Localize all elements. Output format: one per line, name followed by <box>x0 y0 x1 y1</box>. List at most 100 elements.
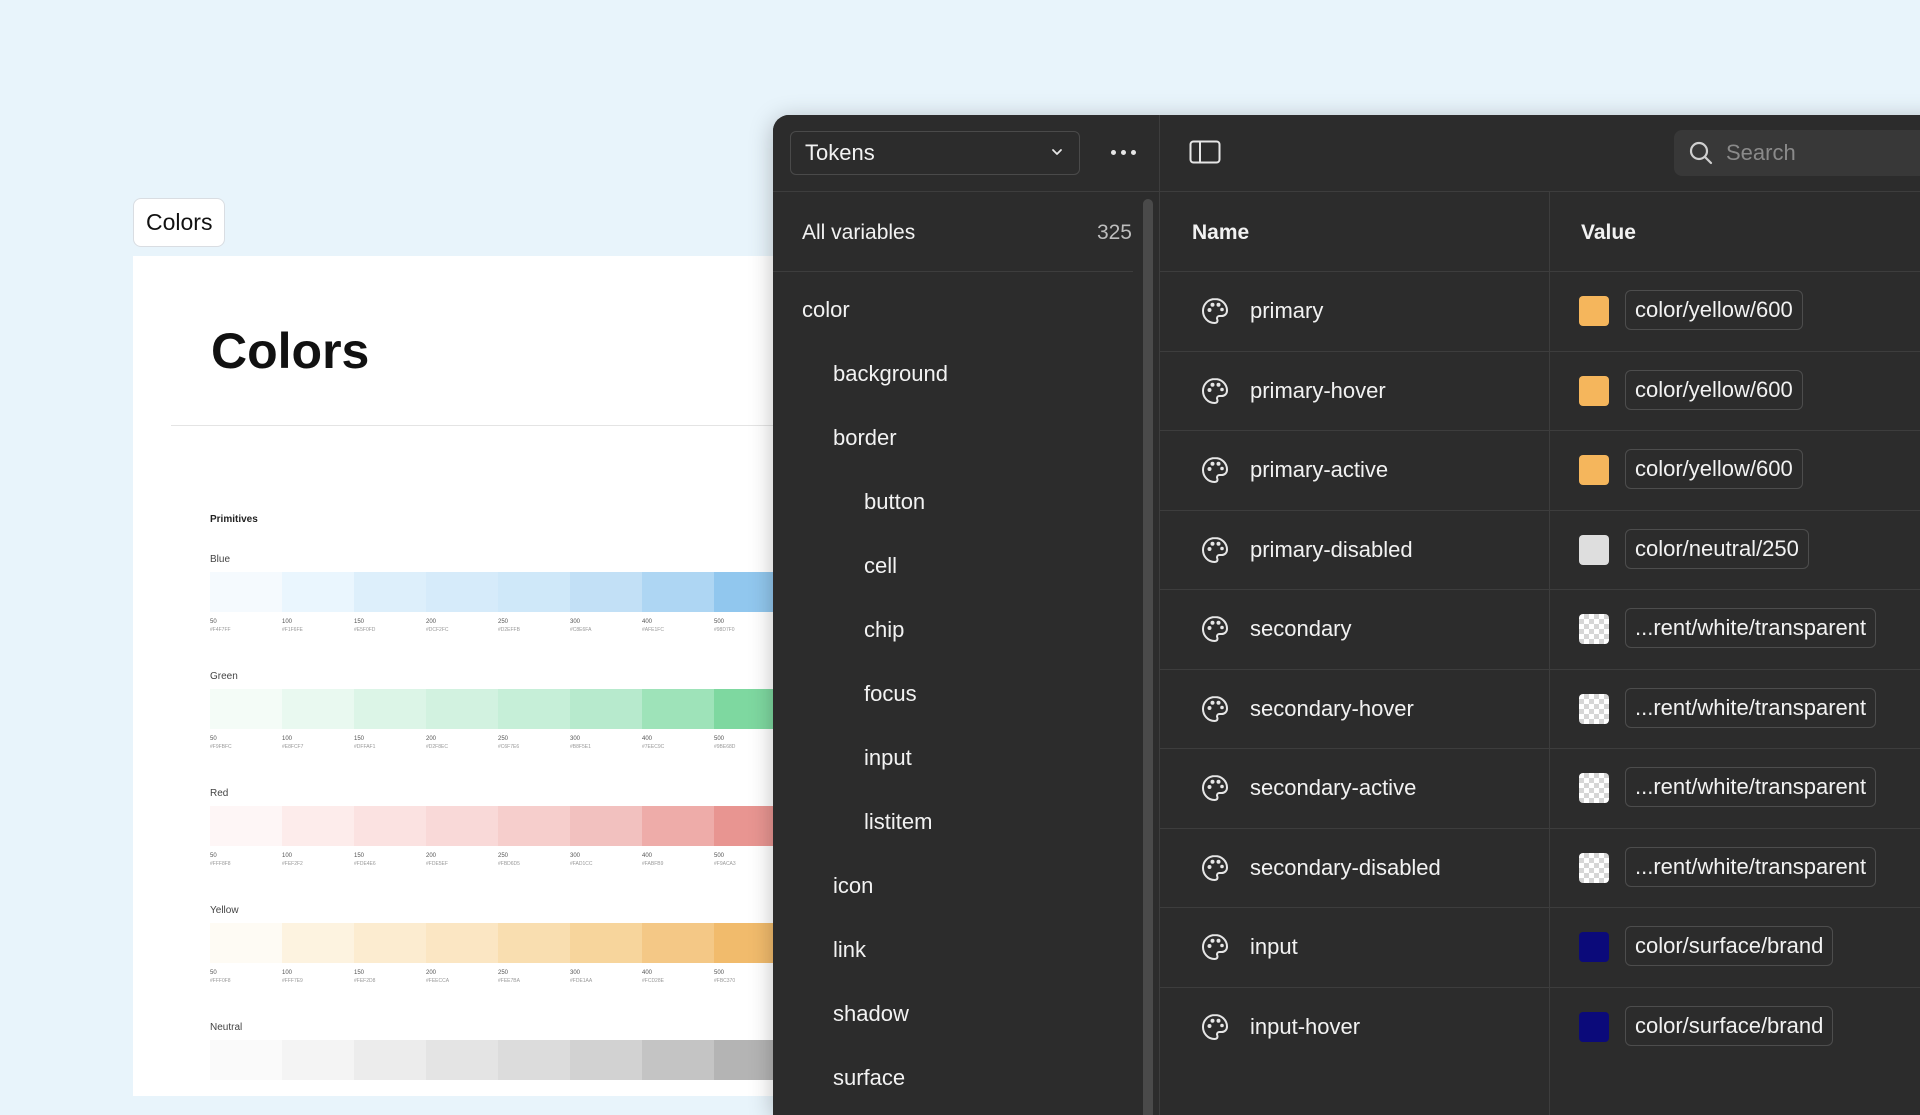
group-item-color[interactable]: color <box>802 297 850 322</box>
color-swatch[interactable] <box>498 1040 570 1080</box>
color-swatch[interactable] <box>498 806 570 846</box>
more-options-button[interactable] <box>1103 137 1143 167</box>
group-item-icon[interactable]: icon <box>833 873 874 898</box>
color-swatch[interactable] <box>1579 773 1609 803</box>
collection-select[interactable]: Tokens <box>790 131 1080 175</box>
color-swatch[interactable] <box>570 689 642 729</box>
variable-alias-chip[interactable]: color/yellow/600 <box>1625 369 1803 410</box>
color-swatch[interactable] <box>426 689 498 729</box>
variable-alias-chip[interactable]: ...rent/white/transparent <box>1625 767 1877 807</box>
variable-row[interactable]: input-hover color/surface/brand <box>1160 986 1920 1066</box>
color-swatch[interactable] <box>1579 375 1609 406</box>
color-swatch[interactable] <box>282 806 354 846</box>
color-swatch[interactable] <box>642 572 714 612</box>
value-column-header[interactable]: Value <box>1581 221 1636 244</box>
variable-name[interactable]: input-hover <box>1250 1013 1361 1039</box>
variable-alias-chip[interactable]: ...rent/white/transparent <box>1625 846 1877 887</box>
color-swatch[interactable] <box>642 689 714 729</box>
column-divider[interactable] <box>1549 191 1550 1115</box>
color-swatch[interactable] <box>282 923 354 963</box>
group-item-background[interactable]: background <box>833 361 948 386</box>
color-swatch[interactable] <box>282 1040 354 1080</box>
variable-name[interactable]: primary-hover <box>1250 377 1386 403</box>
variable-row[interactable]: primary color/yellow/600 <box>1160 271 1920 350</box>
color-swatch[interactable] <box>426 1040 498 1080</box>
color-swatch[interactable] <box>1579 1011 1609 1042</box>
frame-label[interactable]: Colors <box>133 198 226 247</box>
variable-row[interactable]: primary-disabled color/neutral/250 <box>1160 509 1920 589</box>
group-item-button[interactable]: button <box>864 489 926 514</box>
color-swatch[interactable] <box>570 1040 642 1080</box>
color-swatch[interactable] <box>210 806 282 846</box>
variable-row[interactable]: secondary ...rent/white/transparent <box>1160 589 1920 668</box>
variable-alias-chip[interactable]: color/yellow/600 <box>1625 449 1803 489</box>
search-input[interactable] <box>1724 139 1920 167</box>
color-swatch[interactable] <box>1579 693 1609 724</box>
variable-name[interactable]: primary <box>1250 298 1324 323</box>
color-swatch[interactable] <box>426 806 498 846</box>
variable-name[interactable]: secondary-hover <box>1250 695 1414 721</box>
variable-alias-chip[interactable]: color/neutral/250 <box>1625 528 1809 569</box>
color-swatch[interactable] <box>210 1040 282 1080</box>
sidebar-scrollbar[interactable] <box>1143 199 1153 1115</box>
color-swatch[interactable] <box>354 806 426 846</box>
color-swatch[interactable] <box>210 572 282 612</box>
row-divider <box>1160 986 1920 988</box>
variable-row[interactable]: secondary-hover ...rent/white/transparent <box>1160 668 1920 748</box>
color-swatch[interactable] <box>498 572 570 612</box>
variable-row[interactable]: input color/surface/brand <box>1160 907 1920 986</box>
group-item-chip[interactable]: chip <box>864 617 905 642</box>
color-swatch[interactable] <box>570 923 642 963</box>
color-swatch[interactable] <box>1579 534 1609 565</box>
color-swatch[interactable] <box>498 923 570 963</box>
variable-alias-chip[interactable]: ...rent/white/transparent <box>1625 687 1877 728</box>
group-item-cell[interactable]: cell <box>864 553 898 578</box>
name-column-header[interactable]: Name <box>1192 221 1250 244</box>
group-item-shadow[interactable]: shadow <box>833 1001 909 1026</box>
variable-alias-chip[interactable]: color/yellow/600 <box>1625 290 1803 330</box>
color-swatch[interactable] <box>282 572 354 612</box>
color-swatch[interactable] <box>210 689 282 729</box>
group-item-link[interactable]: link <box>833 937 867 962</box>
variable-row[interactable]: secondary-disabled ...rent/white/transpar… <box>1160 827 1920 907</box>
color-swatch[interactable] <box>1579 296 1609 326</box>
color-swatch[interactable] <box>1579 614 1609 644</box>
variable-name[interactable]: secondary-active <box>1250 775 1417 800</box>
color-swatch[interactable] <box>354 689 426 729</box>
color-swatch[interactable] <box>354 1040 426 1080</box>
color-swatch[interactable] <box>354 923 426 963</box>
color-swatch[interactable] <box>642 923 714 963</box>
search-box[interactable] <box>1674 130 1920 176</box>
variable-name[interactable]: input <box>1250 934 1298 959</box>
group-item-focus[interactable]: focus <box>864 681 917 706</box>
color-swatch[interactable] <box>1579 852 1609 883</box>
color-swatch[interactable] <box>570 572 642 612</box>
group-item-listitem[interactable]: listitem <box>864 809 933 834</box>
color-swatch[interactable] <box>1579 455 1609 485</box>
all-variables-item[interactable]: All variables 325 <box>802 221 1132 245</box>
color-swatch[interactable] <box>642 1040 714 1080</box>
variable-name[interactable]: primary-disabled <box>1250 536 1413 562</box>
color-swatch[interactable] <box>498 689 570 729</box>
color-swatch[interactable] <box>426 923 498 963</box>
group-item-border[interactable]: border <box>833 425 897 450</box>
variable-alias-chip[interactable]: color/surface/brand <box>1625 926 1834 966</box>
group-item-input[interactable]: input <box>864 745 912 770</box>
color-swatch[interactable] <box>642 806 714 846</box>
variable-row[interactable]: secondary-active ...rent/white/transparen… <box>1160 748 1920 827</box>
group-item-surface[interactable]: surface <box>833 1065 906 1090</box>
variable-alias-chip[interactable]: ...rent/white/transparent <box>1625 608 1877 648</box>
color-swatch[interactable] <box>282 689 354 729</box>
variable-name[interactable]: primary-active <box>1250 457 1389 482</box>
variable-row[interactable]: primary-hover color/yellow/600 <box>1160 350 1920 430</box>
variable-alias-chip[interactable]: color/surface/brand <box>1625 1005 1834 1046</box>
variable-name[interactable]: secondary <box>1250 616 1352 641</box>
variable-row[interactable]: primary-active color/yellow/600 <box>1160 430 1920 509</box>
variable-name[interactable]: secondary-disabled <box>1250 854 1441 880</box>
color-swatch[interactable] <box>210 923 282 963</box>
color-swatch[interactable] <box>570 806 642 846</box>
color-swatch[interactable] <box>1579 932 1609 962</box>
color-swatch[interactable] <box>426 572 498 612</box>
sidebar-toggle-icon[interactable] <box>1189 140 1221 164</box>
color-swatch[interactable] <box>354 572 426 612</box>
